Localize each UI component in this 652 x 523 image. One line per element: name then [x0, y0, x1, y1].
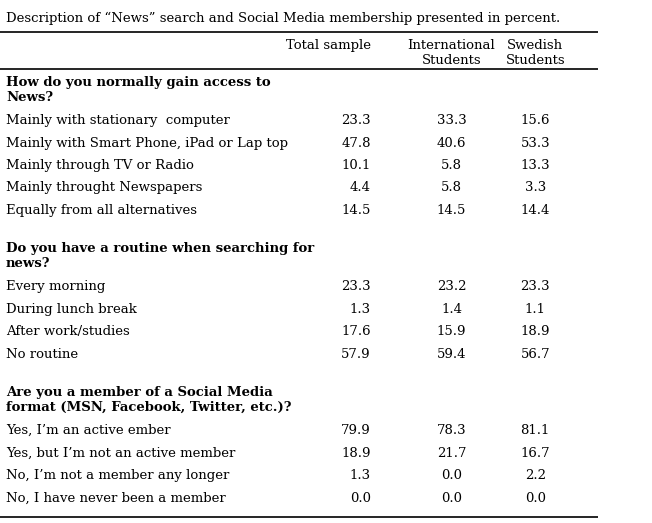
- Text: Equally from all alternatives: Equally from all alternatives: [6, 204, 197, 217]
- Text: No routine: No routine: [6, 348, 78, 361]
- Text: 5.8: 5.8: [441, 181, 462, 195]
- Text: 14.5: 14.5: [342, 204, 371, 217]
- Text: Mainly through TV or Radio: Mainly through TV or Radio: [6, 159, 194, 172]
- Text: 56.7: 56.7: [520, 348, 550, 361]
- Text: 21.7: 21.7: [437, 447, 466, 460]
- Text: Mainly with stationary  computer: Mainly with stationary computer: [6, 114, 230, 127]
- Text: No, I have never been a member: No, I have never been a member: [6, 492, 226, 505]
- Text: After work/studies: After work/studies: [6, 325, 130, 338]
- Text: 18.9: 18.9: [341, 447, 371, 460]
- Text: 17.6: 17.6: [341, 325, 371, 338]
- Text: International
Students: International Students: [408, 39, 496, 67]
- Text: 23.2: 23.2: [437, 280, 466, 293]
- Text: 13.3: 13.3: [520, 159, 550, 172]
- Text: 4.4: 4.4: [349, 181, 371, 195]
- Text: 1.3: 1.3: [349, 469, 371, 482]
- Text: 14.5: 14.5: [437, 204, 466, 217]
- Text: 53.3: 53.3: [520, 137, 550, 150]
- Text: During lunch break: During lunch break: [6, 303, 137, 316]
- Text: Swedish
Students: Swedish Students: [505, 39, 565, 67]
- Text: 14.4: 14.4: [520, 204, 550, 217]
- Text: 16.7: 16.7: [520, 447, 550, 460]
- Text: 15.9: 15.9: [437, 325, 466, 338]
- Text: 2.2: 2.2: [525, 469, 546, 482]
- Text: 3.3: 3.3: [525, 181, 546, 195]
- Text: 0.0: 0.0: [525, 492, 546, 505]
- Text: 1.3: 1.3: [349, 303, 371, 316]
- Text: Description of “News” search and Social Media membership presented in percent.: Description of “News” search and Social …: [6, 12, 560, 25]
- Text: 79.9: 79.9: [341, 424, 371, 437]
- Text: 0.0: 0.0: [349, 492, 371, 505]
- Text: 0.0: 0.0: [441, 469, 462, 482]
- Text: 1.4: 1.4: [441, 303, 462, 316]
- Text: 23.3: 23.3: [520, 280, 550, 293]
- Text: 5.8: 5.8: [441, 159, 462, 172]
- Text: Every morning: Every morning: [6, 280, 106, 293]
- Text: 81.1: 81.1: [520, 424, 550, 437]
- Text: 59.4: 59.4: [437, 348, 466, 361]
- Text: No, I’m not a member any longer: No, I’m not a member any longer: [6, 469, 230, 482]
- Text: 78.3: 78.3: [437, 424, 466, 437]
- Text: 18.9: 18.9: [520, 325, 550, 338]
- Text: 10.1: 10.1: [342, 159, 371, 172]
- Text: Yes, but I’m not an active member: Yes, but I’m not an active member: [6, 447, 235, 460]
- Text: 23.3: 23.3: [341, 114, 371, 127]
- Text: Are you a member of a Social Media
format (MSN, Facebook, Twitter, etc.)?: Are you a member of a Social Media forma…: [6, 386, 291, 414]
- Text: 47.8: 47.8: [341, 137, 371, 150]
- Text: Total sample: Total sample: [286, 39, 371, 52]
- Text: Mainly throught Newspapers: Mainly throught Newspapers: [6, 181, 202, 195]
- Text: 1.1: 1.1: [525, 303, 546, 316]
- Text: 0.0: 0.0: [441, 492, 462, 505]
- Text: Mainly with Smart Phone, iPad or Lap top: Mainly with Smart Phone, iPad or Lap top: [6, 137, 288, 150]
- Text: 40.6: 40.6: [437, 137, 466, 150]
- Text: Do you have a routine when searching for
news?: Do you have a routine when searching for…: [6, 242, 314, 270]
- Text: Yes, I’m an active ember: Yes, I’m an active ember: [6, 424, 171, 437]
- Text: How do you normally gain access to
News?: How do you normally gain access to News?: [6, 76, 271, 104]
- Text: 23.3: 23.3: [341, 280, 371, 293]
- Text: 33.3: 33.3: [437, 114, 466, 127]
- Text: 57.9: 57.9: [341, 348, 371, 361]
- Text: 15.6: 15.6: [520, 114, 550, 127]
